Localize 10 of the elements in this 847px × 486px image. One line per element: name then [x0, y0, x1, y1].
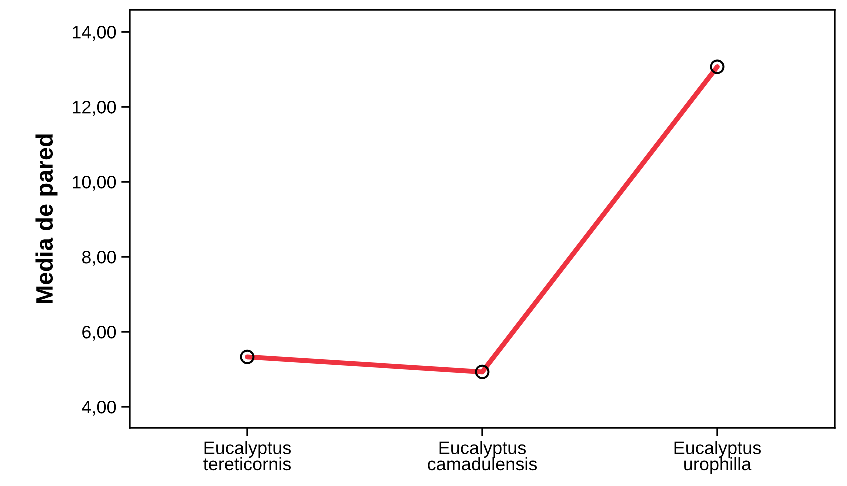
- y-tick-label: 6,00: [82, 326, 116, 341]
- x-tick-label: Eucalyptus camadulensis: [428, 441, 538, 471]
- y-axis-title: Media de pared: [36, 134, 58, 304]
- y-tick-label: 8,00: [82, 250, 116, 266]
- y-tick-label: 4,00: [82, 400, 116, 416]
- x-tick-label: Eucalyptus tereticornis: [204, 441, 292, 471]
- y-tick-label: 10,00: [73, 176, 116, 191]
- y-tick-label: 14,00: [73, 26, 116, 41]
- y-tick-label: 12,00: [73, 101, 116, 116]
- x-tick-label: Eucalyptus urophilla: [674, 441, 762, 474]
